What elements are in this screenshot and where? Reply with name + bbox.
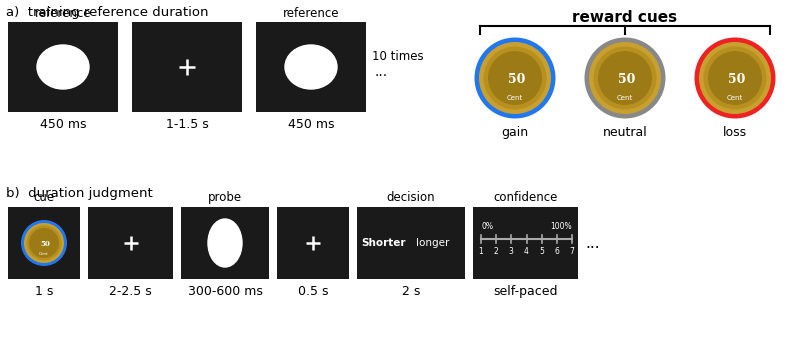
Text: reference: reference <box>34 7 91 20</box>
Ellipse shape <box>285 45 337 89</box>
Text: cue: cue <box>34 191 54 204</box>
Ellipse shape <box>699 42 771 114</box>
Ellipse shape <box>488 51 542 105</box>
Text: 2 s: 2 s <box>402 285 420 298</box>
Text: longer: longer <box>416 238 450 248</box>
Bar <box>181 207 269 279</box>
Text: 1: 1 <box>478 247 483 256</box>
Text: self-paced: self-paced <box>494 285 558 298</box>
Text: 300-600 ms: 300-600 ms <box>187 285 262 298</box>
Ellipse shape <box>585 38 666 119</box>
Ellipse shape <box>589 42 661 114</box>
Text: 4: 4 <box>524 247 529 256</box>
Text: 50: 50 <box>40 240 50 248</box>
Text: 450 ms: 450 ms <box>40 118 86 131</box>
Ellipse shape <box>598 51 652 105</box>
Text: reference: reference <box>282 7 339 20</box>
Bar <box>88 207 173 279</box>
Bar <box>277 207 349 279</box>
Ellipse shape <box>29 228 59 258</box>
Text: Cent: Cent <box>727 95 743 101</box>
Text: decision: decision <box>386 191 435 204</box>
Ellipse shape <box>594 47 657 109</box>
Text: confidence: confidence <box>494 191 558 204</box>
Ellipse shape <box>26 225 62 261</box>
Ellipse shape <box>21 220 67 266</box>
Text: gain: gain <box>502 126 529 139</box>
Text: loss: loss <box>723 126 747 139</box>
Text: probe: probe <box>208 191 242 204</box>
Ellipse shape <box>694 38 775 119</box>
Text: 0.5 s: 0.5 s <box>298 285 328 298</box>
Ellipse shape <box>24 223 64 263</box>
Text: 450 ms: 450 ms <box>288 118 334 131</box>
Bar <box>473 207 578 279</box>
Text: 10 times: 10 times <box>372 50 424 64</box>
Ellipse shape <box>708 51 762 105</box>
Ellipse shape <box>37 45 89 89</box>
Bar <box>357 207 465 279</box>
Text: Cent: Cent <box>617 95 633 101</box>
Ellipse shape <box>474 38 555 119</box>
Text: Cent: Cent <box>507 95 523 101</box>
Text: 1-1.5 s: 1-1.5 s <box>166 118 208 131</box>
Text: Shorter: Shorter <box>362 238 406 248</box>
Ellipse shape <box>208 219 242 267</box>
Text: 2-2.5 s: 2-2.5 s <box>109 285 152 298</box>
Text: 3: 3 <box>509 247 514 256</box>
Bar <box>256 22 366 112</box>
Ellipse shape <box>479 42 551 114</box>
Bar <box>8 207 80 279</box>
Text: 50: 50 <box>508 73 526 86</box>
Text: 5: 5 <box>539 247 544 256</box>
Bar <box>8 22 118 112</box>
Text: neutral: neutral <box>602 126 647 139</box>
Text: 0%: 0% <box>481 222 493 231</box>
Text: 50: 50 <box>618 73 635 86</box>
Text: ...: ... <box>585 235 600 251</box>
Text: ...: ... <box>375 65 388 79</box>
Bar <box>132 22 242 112</box>
Text: 50: 50 <box>728 73 746 86</box>
Text: Cent: Cent <box>39 252 49 256</box>
Text: b)  duration judgment: b) duration judgment <box>6 187 153 200</box>
Ellipse shape <box>703 47 766 109</box>
Text: 6: 6 <box>554 247 559 256</box>
Text: 1 s: 1 s <box>35 285 53 298</box>
Text: 7: 7 <box>570 247 574 256</box>
Text: reward cues: reward cues <box>573 10 678 25</box>
Text: 2: 2 <box>494 247 498 256</box>
Text: a)  training reference duration: a) training reference duration <box>6 6 209 19</box>
Ellipse shape <box>483 47 546 109</box>
Text: 100%: 100% <box>550 222 572 231</box>
